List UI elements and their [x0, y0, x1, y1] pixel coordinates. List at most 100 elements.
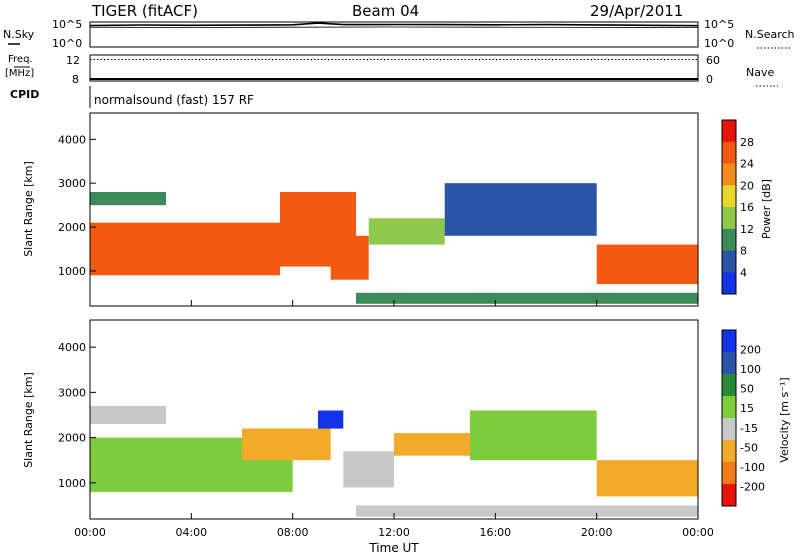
velocity-colorbar-tick-7: -200: [740, 480, 765, 493]
power-region-1: [90, 192, 166, 206]
noise-left-label: N.Sky: [3, 28, 35, 41]
velocity-ytick-label-1: 3000: [58, 386, 86, 399]
power-colorbar-cell-7: [722, 272, 736, 295]
velocity-colorbar-tick-5: -50: [740, 441, 758, 454]
power-ytick-label-0: 4000: [58, 133, 86, 146]
power-colorbar-cell-1: [722, 141, 736, 164]
velocity-colorbar-cell-7: [722, 484, 736, 507]
power-colorbar-cell-5: [722, 228, 736, 251]
power-ytick-label-3: 1000: [58, 265, 86, 278]
freq-right-tick-top: 60: [706, 54, 720, 67]
velocity-colorbar-tick-4: -15: [740, 422, 758, 435]
velocity-region-4: [343, 451, 394, 488]
x-axis-label: Time UT: [368, 541, 419, 554]
freq-series: [90, 59, 698, 81]
beam-title: Beam 04: [352, 2, 419, 20]
power-colorbar-frame: [721, 119, 737, 295]
x-tick-label-5: 20:00: [581, 526, 613, 539]
x-tick-label-6: 00:00: [682, 526, 714, 539]
freq-panel: Freq. [MHz] 12 8 60 0 Nave: [5, 54, 778, 87]
x-tick-label-1: 04:00: [175, 526, 207, 539]
freq-right-tick-bottom: 0: [706, 73, 713, 86]
power-region-0: [90, 222, 280, 276]
power-colorbar-tick-0: 28: [740, 136, 754, 149]
power-colorbar-tick-4: 12: [740, 223, 754, 236]
power-region-6: [596, 244, 698, 285]
noise-line-0: [89, 22, 699, 27]
velocity-heatmap: [90, 405, 698, 517]
velocity-region-2: [242, 428, 331, 461]
noise-left-tick-top: 10^5: [52, 18, 82, 31]
nave-label: Nave: [746, 66, 774, 79]
velocity-ytick-label-2: 2000: [58, 432, 86, 445]
freq-left-tick-bottom: 8: [72, 73, 79, 86]
velocity-ylabel: Slant Range [km]: [22, 372, 35, 468]
velocity-region-5: [394, 433, 470, 456]
freq-label-line2: [MHz]: [5, 68, 34, 79]
power-colorbar-cell-2: [722, 163, 736, 186]
velocity-colorbar-cell-3: [722, 396, 736, 419]
velocity-region-6: [470, 410, 597, 461]
noise-right-tick-bottom: 10^0: [704, 37, 734, 50]
power-colorbar-tick-1: 24: [740, 158, 754, 171]
velocity-region-7: [596, 460, 698, 497]
velocity-region-3: [318, 410, 344, 429]
velocity-colorbar-cell-2: [722, 374, 736, 397]
x-tick-label-2: 08:00: [277, 526, 309, 539]
power-region-7: [356, 292, 698, 304]
noise-left-tick-bottom: 10^0: [52, 37, 82, 50]
velocity-colorbar-cell-1: [722, 352, 736, 375]
velocity-colorbar-tick-1: 100: [740, 363, 761, 376]
x-tick-label-0: 00:00: [74, 526, 106, 539]
velocity-colorbar-tick-0: 200: [740, 344, 761, 357]
cpid-label: CPID: [10, 88, 39, 101]
power-ytick-label-2: 2000: [58, 221, 86, 234]
velocity-colorbar-cell-0: [722, 330, 736, 353]
power-ylabel: Slant Range [km]: [22, 161, 35, 257]
velocity-colorbar-label: Velocity [m s⁻¹]: [778, 377, 791, 462]
velocity-colorbar-frame: [721, 329, 737, 507]
power-colorbar-cell-0: [722, 120, 736, 143]
power-colorbar-cell-6: [722, 250, 736, 273]
power-colorbar-tick-3: 16: [740, 201, 754, 214]
power-ytick-label-1: 3000: [58, 177, 86, 190]
velocity-panel: 4000 3000 2000 1000 Slant Range [km] 200 100…: [22, 319, 791, 520]
power-colorbar-tick-2: 20: [740, 179, 754, 192]
noise-series: [89, 22, 699, 28]
velocity-region-1: [90, 405, 166, 424]
noise-panel: N.Sky 10^5 10^0 10^5 10^0 N.Search: [3, 18, 795, 50]
noise-right-label: N.Search: [745, 28, 795, 41]
power-region-5: [444, 183, 597, 236]
power-colorbar-cell-3: [722, 185, 736, 208]
power-region-4: [368, 218, 445, 245]
x-axis: 00:00 04:00 08:00 12:00 16:00 20:00 00:00: [74, 300, 714, 539]
radar-title: TIGER (fitACF): [91, 2, 198, 20]
velocity-colorbar-cell-5: [722, 440, 736, 463]
velocity-colorbar-tick-6: -100: [740, 461, 765, 474]
velocity-colorbar-tick-3: 15: [740, 402, 754, 415]
date-title: 29/Apr/2011: [590, 2, 683, 20]
power-colorbar-tick-6: 4: [740, 266, 747, 279]
power-colorbar: 28 24 20 16 12 8 4: [721, 119, 754, 295]
power-panel: 4000 3000 2000 1000 Slant Range [km] 28 24 20…: [22, 112, 773, 307]
cpid-value: normalsound (fast) 157 RF: [94, 93, 254, 107]
velocity-colorbar-tick-2: 50: [740, 383, 754, 396]
x-tick-label-4: 16:00: [479, 526, 511, 539]
power-colorbar-cell-4: [722, 207, 736, 230]
velocity-colorbar-cell-4: [722, 418, 736, 441]
velocity-ytick-label-3: 1000: [58, 477, 86, 490]
freq-label-line1: Freq.: [8, 54, 33, 65]
velocity-region-8: [356, 505, 698, 517]
x-tick-label-3: 12:00: [378, 526, 410, 539]
power-colorbar-tick-5: 8: [740, 245, 747, 258]
noise-line-1: [89, 26, 699, 28]
power-colorbar-label: Power [dB]: [760, 179, 773, 239]
power-region-3: [330, 235, 369, 280]
freq-left-tick-top: 12: [66, 54, 80, 67]
velocity-colorbar: 200 100 50 15 -15 -50 -100 -200: [721, 329, 765, 507]
velocity-ytick-label-0: 4000: [58, 341, 86, 354]
power-heatmap: [90, 183, 698, 304]
velocity-colorbar-cell-6: [722, 462, 736, 485]
noise-right-tick-top: 10^5: [704, 18, 734, 31]
